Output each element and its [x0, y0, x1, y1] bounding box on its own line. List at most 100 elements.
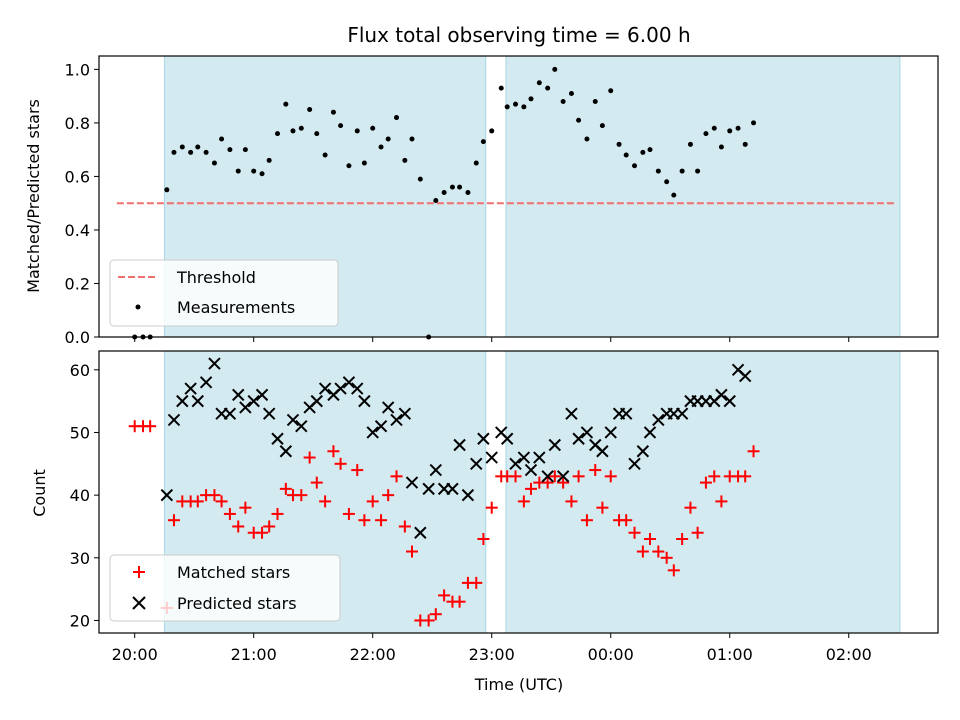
predicted-stars-point — [517, 451, 531, 464]
measurements-point — [409, 136, 415, 142]
x-tick-label: 01:00 — [707, 645, 753, 664]
measurements-point — [179, 144, 185, 150]
measurements-point — [711, 125, 717, 131]
measurements-point — [599, 123, 605, 129]
predicted-stars-point — [334, 382, 347, 395]
measurements-point — [545, 85, 551, 91]
measurements-point — [394, 115, 400, 121]
matched-stars-point — [366, 495, 379, 508]
measurements-point — [242, 147, 248, 153]
measurements-point — [640, 149, 646, 155]
measurements-point — [259, 171, 265, 177]
predicted-stars-point — [358, 394, 371, 408]
matched-stars-point — [589, 464, 602, 477]
y-tick-label: 0.0 — [65, 328, 90, 347]
predicted-stars-point — [422, 482, 435, 496]
matched-stars-point — [256, 526, 269, 539]
predicted-stars-point — [208, 357, 221, 370]
predicted-legend-label: Predicted stars — [177, 594, 297, 613]
predicted-stars-point — [643, 426, 657, 439]
measurements-point — [521, 104, 527, 110]
measurements-point — [560, 98, 566, 104]
count-panel-frame — [98, 350, 939, 634]
measurements-point — [361, 160, 367, 166]
measurements-point — [584, 136, 590, 142]
x-axis-label: Time (UTC) — [474, 675, 563, 694]
measurements-point — [695, 168, 701, 174]
y-tick-label: 0.6 — [65, 167, 90, 186]
count-panel: 20 30 40 50 60 20:00 21:00 22:00 23:00 00:00 01:0… — [30, 350, 939, 694]
measurements-point — [489, 128, 495, 134]
matched-stars-point — [303, 451, 316, 464]
matched-legend-swatch — [133, 566, 145, 578]
y-tick-label: 30 — [70, 549, 90, 568]
predicted-stars-point — [485, 451, 498, 464]
matched-stars-point — [319, 495, 332, 508]
measurements-point — [433, 198, 439, 204]
matched-stars-point — [405, 545, 418, 558]
matched-stars-point — [667, 564, 680, 577]
predicted-stars-point — [199, 376, 213, 389]
measurements-point — [536, 80, 542, 86]
chart-title: Flux total observing time = 6.00 h — [347, 23, 690, 47]
matched-stars-point — [477, 533, 490, 545]
y-tick-label: 0.2 — [65, 274, 90, 293]
ratio-y-axis-label: Matched/Predicted stars — [24, 99, 43, 293]
matched-stars-point — [232, 520, 245, 533]
measurements-point — [275, 131, 281, 137]
matched-stars-point — [327, 445, 340, 458]
measurements-point — [211, 160, 217, 166]
measurements-point — [473, 160, 479, 166]
predicted-stars-point — [533, 451, 546, 464]
observing-window-2 — [505, 350, 901, 634]
predicted-stars-point — [366, 426, 379, 439]
predicted-stars-point — [604, 426, 617, 439]
measurements-point — [330, 109, 336, 115]
matched-stars-point — [342, 507, 355, 520]
observing-window-2 — [505, 55, 901, 338]
predicted-stars-point — [381, 401, 395, 414]
measurements-point — [679, 168, 685, 174]
predicted-stars-point — [739, 369, 752, 383]
predicted-stars-point — [398, 407, 412, 420]
measurements-point — [552, 66, 558, 72]
count-y-axis-label: Count — [30, 469, 49, 517]
measurements-point — [283, 101, 289, 107]
measurements-point — [188, 149, 194, 155]
matched-stars-point — [636, 545, 649, 558]
matched-stars-point — [541, 476, 554, 489]
x-tick-label: 00:00 — [588, 645, 634, 664]
predicted-stars-point — [247, 394, 260, 408]
predicted-stars-point — [429, 463, 442, 477]
measurements-point — [703, 131, 709, 137]
predicted-stars-point — [318, 382, 332, 395]
measurements-point — [465, 189, 471, 195]
predicted-stars-point — [279, 445, 293, 458]
x-tick-label: 22:00 — [350, 645, 396, 664]
measurements-point — [449, 184, 455, 190]
predicted-stars-point — [342, 376, 356, 389]
matched-stars-point — [144, 420, 157, 433]
predicted-stars-point — [461, 488, 475, 502]
predicted-stars-point — [500, 432, 514, 445]
matched-stars-point — [739, 470, 752, 483]
matched-stars-point — [390, 470, 403, 483]
measurements-point — [195, 144, 201, 150]
predicted-stars-point — [572, 432, 585, 445]
predicted-stars-point — [524, 463, 538, 477]
matched-stars-point — [215, 495, 228, 508]
matched-stars-point — [652, 545, 665, 558]
matched-stars-point — [565, 495, 578, 508]
measurements-point — [385, 136, 391, 142]
ratio-panel-frame — [98, 55, 939, 338]
predicted-stars-point — [351, 382, 364, 395]
matched-stars-point — [208, 489, 221, 502]
measurements-point — [608, 88, 614, 94]
measurements-point — [378, 144, 384, 150]
predicted-stars-point — [262, 407, 276, 420]
matched-stars-point — [548, 470, 561, 483]
predicted-stars-point — [167, 413, 181, 427]
predicted-legend-swatch — [132, 596, 146, 610]
matched-stars-point — [438, 589, 451, 602]
